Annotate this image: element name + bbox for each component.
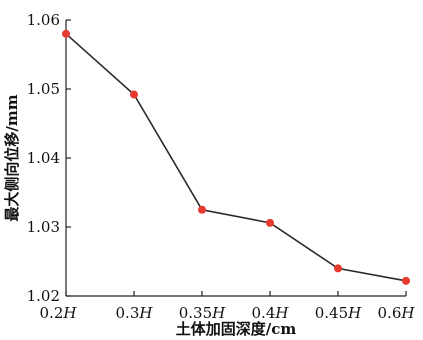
x-tick-label: 0.45H xyxy=(315,304,362,322)
data-point xyxy=(266,218,274,227)
data-point xyxy=(402,276,410,285)
y-tick-label: 1.05 xyxy=(27,80,60,98)
data-point xyxy=(334,264,342,273)
x-tick-label: 0.35H xyxy=(179,304,226,322)
series-line xyxy=(65,33,407,282)
y-tick-label: 1.04 xyxy=(27,149,60,167)
data-point xyxy=(198,205,206,214)
data-points xyxy=(62,29,410,285)
data-point xyxy=(130,90,138,99)
axes xyxy=(65,20,406,297)
y-axis-title: 最大侧向位移/mm xyxy=(3,94,21,221)
x-tick-label: 0.6H xyxy=(378,304,416,322)
x-tick-label: 0.3H xyxy=(116,304,154,322)
x-ticks: 0.2H 0.3H 0.35H 0.4H 0.45H 0.6H xyxy=(40,291,416,322)
y-tick-label: 1.02 xyxy=(27,287,60,305)
y-tick-label: 1.06 xyxy=(27,11,60,29)
y-ticks: 1.02 1.03 1.04 1.05 1.06 xyxy=(27,11,71,305)
x-tick-label: 0.2H xyxy=(40,304,78,322)
data-point xyxy=(62,29,70,38)
y-tick-label: 1.03 xyxy=(27,218,60,236)
x-tick-label: 0.4H xyxy=(252,304,290,322)
x-axis-title: 土体加固深度/cm xyxy=(176,320,297,338)
